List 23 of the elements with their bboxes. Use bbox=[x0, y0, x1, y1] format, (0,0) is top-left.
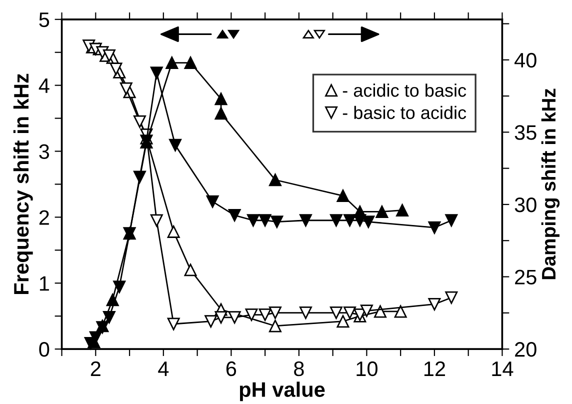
legend-label: - basic to acidic bbox=[342, 106, 466, 120]
x-tick-label: 8 bbox=[294, 361, 304, 376]
y2-tick-label: 25 bbox=[515, 270, 536, 285]
x-tick-label: 6 bbox=[226, 361, 236, 376]
x-tick-label: 12 bbox=[424, 361, 445, 376]
y2-tick-label: 35 bbox=[514, 125, 536, 140]
x-tick-label: 4 bbox=[158, 362, 169, 376]
y-tick-label: 3 bbox=[39, 144, 50, 160]
y2-tick-label: 20 bbox=[515, 342, 536, 357]
x-tick-label: 10 bbox=[356, 361, 378, 376]
y-tick-label: 0 bbox=[39, 342, 50, 357]
y-tick-label: 4 bbox=[38, 78, 50, 93]
x-axis-title: pH value bbox=[240, 382, 325, 402]
y2-tick-label: 40 bbox=[514, 52, 536, 68]
y-axis-title: Frequency shift in kHz bbox=[13, 74, 33, 294]
y-tick-label: 1 bbox=[40, 276, 49, 291]
y-tick-label: 5 bbox=[39, 12, 50, 28]
y2-tick-label: 30 bbox=[514, 197, 536, 212]
x-tick-label: 14 bbox=[492, 362, 514, 376]
legend-label: - acidic to basic bbox=[342, 84, 466, 97]
y2-axis-title: Damping shift in kHz bbox=[541, 88, 560, 280]
x-tick-label: 2 bbox=[90, 361, 100, 376]
y-tick-label: 2 bbox=[39, 210, 49, 225]
